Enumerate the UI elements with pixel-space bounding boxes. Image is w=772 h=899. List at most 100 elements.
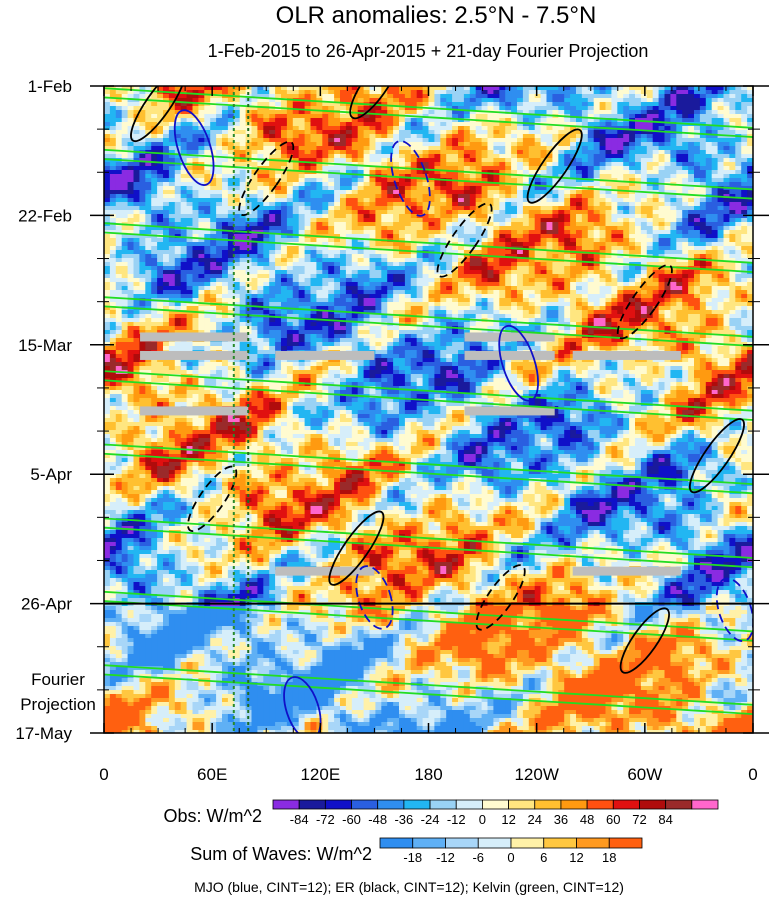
heat-cell — [121, 254, 129, 259]
heat-cell — [121, 174, 129, 179]
heat-cell — [351, 186, 359, 191]
heat-cell — [699, 234, 707, 239]
heat-cell — [629, 178, 636, 183]
heat-cell — [192, 130, 199, 135]
heat-cell — [581, 130, 589, 135]
heat-cell — [198, 106, 205, 111]
heat-cell — [617, 218, 624, 223]
heat-cell — [540, 202, 548, 207]
heat-cell — [469, 250, 477, 255]
heat-cell — [180, 246, 188, 251]
heat-cell — [257, 122, 264, 127]
heat-cell — [623, 198, 630, 203]
heat-cell — [357, 234, 365, 239]
heat-cell — [422, 254, 430, 259]
heat-cell — [233, 166, 241, 171]
heat-cell — [694, 230, 701, 235]
heat-cell — [629, 238, 636, 243]
heat-cell — [369, 98, 376, 103]
heat-cell — [552, 254, 559, 259]
heat-cell — [233, 250, 241, 255]
heat-cell — [623, 178, 630, 183]
heat-cell — [558, 118, 565, 123]
heat-cell — [682, 106, 689, 111]
heat-cell — [452, 90, 459, 95]
heat-cell — [664, 110, 671, 115]
heat-cell — [581, 154, 589, 159]
heat-cell — [269, 174, 276, 179]
heat-cell — [735, 234, 742, 239]
heat-cell — [593, 162, 601, 167]
heat-cell — [233, 262, 241, 267]
heat-cell — [517, 194, 524, 199]
heat-cell — [292, 126, 300, 131]
heat-cell — [534, 190, 542, 195]
heat-cell — [145, 102, 152, 107]
heat-cell — [511, 102, 518, 107]
heat-cell — [168, 246, 176, 251]
heat-cell — [286, 90, 294, 95]
heat-cell — [682, 254, 689, 259]
heat-cell — [399, 138, 406, 143]
heat-cell — [528, 242, 536, 247]
heat-cell — [629, 158, 636, 163]
heat-cell — [186, 118, 194, 123]
heat-cell — [369, 202, 376, 207]
heat-cell — [198, 86, 205, 91]
heat-cell — [334, 142, 341, 147]
heat-cell — [345, 142, 353, 147]
heat-cell — [322, 214, 329, 219]
heat-cell — [399, 234, 406, 239]
heat-cell — [611, 222, 618, 227]
heat-cell — [145, 114, 152, 119]
heat-cell — [487, 146, 494, 151]
heat-cell — [599, 158, 607, 163]
heat-cell — [369, 214, 376, 219]
heat-cell — [109, 98, 117, 103]
heat-cell — [334, 134, 341, 139]
heat-cell — [345, 146, 353, 151]
heat-cell — [210, 202, 217, 207]
heat-cell — [428, 122, 435, 127]
heat-cell — [676, 118, 683, 123]
heat-cell — [133, 190, 140, 195]
heat-cell — [463, 86, 471, 91]
heat-cell — [617, 226, 624, 231]
heat-cell — [410, 174, 418, 179]
heat-cell — [115, 238, 123, 243]
heat-cell — [688, 214, 695, 219]
heat-cell — [357, 190, 365, 195]
heat-cell — [540, 102, 548, 107]
heat-cell — [682, 86, 689, 91]
heat-cell — [115, 214, 123, 219]
heat-cell — [269, 122, 276, 127]
heat-cell — [676, 194, 683, 199]
heat-cell — [363, 98, 371, 103]
heat-cell — [658, 234, 666, 239]
heat-cell — [239, 118, 247, 123]
heat-cell — [617, 238, 624, 243]
heat-cell — [487, 198, 494, 203]
heat-cell — [694, 178, 701, 183]
heat-cell — [151, 210, 158, 215]
heat-cell — [115, 254, 123, 259]
heat-cell — [404, 138, 412, 143]
heat-cell — [546, 138, 553, 143]
heat-cell — [564, 130, 571, 135]
heat-cell — [676, 210, 683, 215]
heat-cell — [157, 226, 164, 231]
heat-cell — [186, 166, 194, 171]
heat-cell — [363, 214, 371, 219]
heat-cell — [729, 126, 736, 131]
heat-cell — [646, 242, 654, 247]
heat-cell — [517, 134, 524, 139]
heat-cell — [446, 202, 453, 207]
heat-cell — [399, 250, 406, 255]
heat-cell — [505, 218, 512, 223]
heat-cell — [576, 86, 583, 91]
heat-cell — [699, 90, 707, 95]
heat-cell — [216, 222, 223, 227]
heat-cell — [186, 122, 194, 127]
heat-cell — [275, 166, 282, 171]
heat-cell — [163, 266, 170, 271]
